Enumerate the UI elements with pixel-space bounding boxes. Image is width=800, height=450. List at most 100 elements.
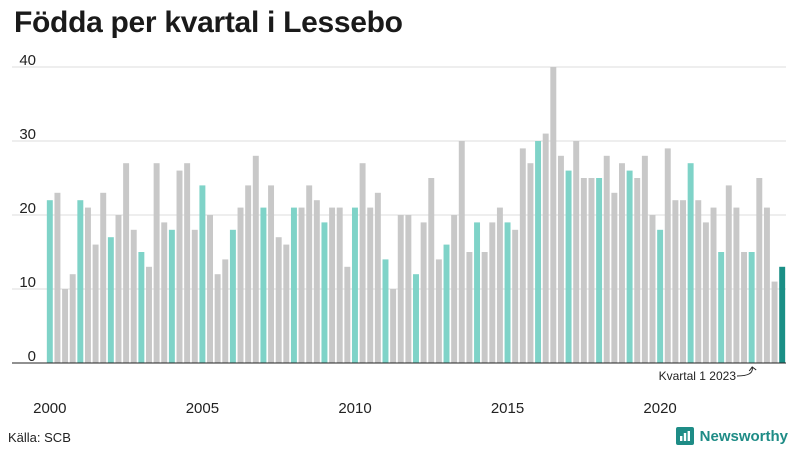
bar-latest bbox=[779, 266, 786, 363]
bar bbox=[611, 192, 618, 363]
bar bbox=[420, 222, 427, 363]
bar bbox=[596, 178, 603, 363]
bar bbox=[275, 237, 282, 363]
bar bbox=[603, 155, 610, 363]
bar bbox=[306, 185, 313, 363]
bar bbox=[718, 252, 725, 363]
bar bbox=[199, 185, 206, 363]
bar bbox=[626, 170, 633, 363]
bar bbox=[680, 200, 686, 363]
bar bbox=[649, 215, 656, 363]
bar bbox=[527, 163, 534, 363]
bar bbox=[344, 266, 351, 363]
bar bbox=[657, 229, 664, 363]
bar bbox=[268, 185, 275, 363]
bar bbox=[474, 222, 481, 363]
bar bbox=[222, 259, 229, 363]
bar bbox=[664, 148, 671, 363]
bars bbox=[46, 67, 786, 363]
y-tick-label: 40 bbox=[19, 52, 36, 69]
bar bbox=[321, 222, 328, 363]
y-tick-label: 20 bbox=[19, 200, 36, 217]
bar bbox=[695, 200, 702, 363]
bar bbox=[359, 163, 366, 363]
bar bbox=[397, 215, 404, 363]
bar bbox=[351, 207, 358, 363]
bar bbox=[374, 192, 381, 363]
bar bbox=[313, 200, 320, 363]
bar bbox=[405, 215, 412, 363]
bar bbox=[336, 207, 343, 363]
bar bbox=[283, 244, 290, 363]
bar bbox=[542, 133, 549, 363]
brand-logo: Newsworthy bbox=[675, 427, 788, 445]
bar bbox=[573, 141, 580, 363]
bar bbox=[557, 155, 564, 363]
bar bbox=[138, 252, 145, 363]
bar bbox=[496, 207, 503, 363]
bar bbox=[741, 252, 748, 363]
bar bbox=[229, 229, 236, 363]
bar bbox=[390, 289, 397, 363]
x-tick-label: 2015 bbox=[491, 400, 524, 417]
bar bbox=[161, 222, 168, 363]
x-tick-label: 2010 bbox=[338, 400, 371, 417]
bar bbox=[535, 141, 542, 363]
bar bbox=[184, 163, 191, 363]
bar bbox=[329, 207, 336, 363]
bar bbox=[763, 207, 770, 363]
bar bbox=[46, 200, 53, 363]
bar bbox=[634, 178, 641, 363]
annotation-label: Kvartal 1 2023 bbox=[659, 369, 737, 383]
bar bbox=[428, 178, 435, 363]
bar bbox=[214, 274, 221, 363]
bar bbox=[458, 141, 465, 363]
bar bbox=[69, 274, 76, 363]
bar bbox=[512, 229, 519, 363]
bar bbox=[435, 259, 442, 363]
bar bbox=[588, 178, 595, 363]
source-label: Källa: SCB bbox=[8, 430, 71, 445]
newsworthy-logo-icon bbox=[675, 427, 694, 445]
y-tick-label: 10 bbox=[19, 274, 36, 291]
bar bbox=[237, 207, 244, 363]
bar bbox=[84, 207, 91, 363]
bar bbox=[245, 185, 252, 363]
bar bbox=[62, 289, 69, 363]
bar bbox=[107, 237, 114, 363]
y-axis-tick-labels: 0 10 20 30 40 bbox=[19, 52, 36, 365]
bar bbox=[748, 252, 755, 363]
brand-name: Newsworthy bbox=[699, 427, 788, 445]
bar bbox=[146, 266, 152, 363]
bar bbox=[687, 163, 694, 363]
latest-bar-annotation: Kvartal 1 2023 bbox=[659, 366, 757, 383]
bar bbox=[367, 207, 374, 363]
bar bbox=[672, 200, 679, 363]
bar bbox=[725, 185, 732, 363]
bar bbox=[92, 244, 99, 363]
bar bbox=[260, 207, 267, 363]
bar bbox=[168, 229, 175, 363]
x-axis-tick-labels: 2000 2005 2010 2015 2020 bbox=[33, 400, 677, 417]
bar bbox=[298, 207, 305, 363]
x-tick-label: 2000 bbox=[33, 400, 66, 417]
bar bbox=[641, 155, 648, 363]
bar bbox=[756, 178, 763, 363]
bar bbox=[54, 192, 61, 363]
bar bbox=[519, 148, 526, 363]
bar bbox=[123, 163, 130, 363]
bar bbox=[771, 281, 778, 363]
bar bbox=[710, 207, 717, 363]
bar bbox=[252, 155, 259, 363]
bar bbox=[619, 163, 625, 363]
bar bbox=[382, 259, 389, 363]
bar bbox=[130, 229, 137, 363]
bar bbox=[702, 222, 709, 363]
x-tick-label: 2005 bbox=[186, 400, 219, 417]
annotation-arrow bbox=[736, 366, 757, 377]
bar bbox=[489, 222, 496, 363]
bar bbox=[290, 207, 297, 363]
bar bbox=[565, 170, 572, 363]
chart-title: Födda per kvartal i Lessebo bbox=[14, 6, 403, 39]
